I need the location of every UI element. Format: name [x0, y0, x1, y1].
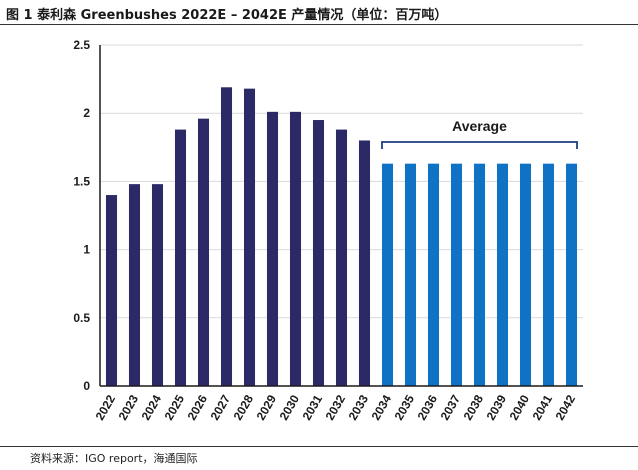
bar-2024 [151, 184, 164, 386]
x-tick-label: 2030 [277, 392, 303, 422]
x-tick-label: 2023 [116, 392, 142, 422]
y-tick-label: 1 [83, 243, 90, 257]
x-tick-label: 2035 [392, 392, 418, 422]
bar-2035 [404, 163, 417, 386]
title-rule [0, 24, 638, 25]
bar-2033 [358, 140, 371, 386]
x-tick-label: 2039 [484, 392, 510, 422]
x-tick-label: 2029 [254, 392, 280, 422]
bar-2042 [565, 163, 578, 386]
x-tick-label: 2040 [507, 392, 533, 422]
bar-2028 [243, 88, 256, 387]
x-tick-label: 2034 [369, 392, 395, 422]
x-tick-label: 2022 [93, 392, 119, 422]
x-tick-label: 2038 [461, 392, 487, 422]
x-tick-label: 2025 [162, 392, 188, 422]
average-annotation: Average [381, 118, 578, 149]
axis-lines [99, 45, 583, 387]
x-tick-label: 2036 [415, 392, 441, 422]
average-bracket [381, 141, 578, 149]
bar-2029 [266, 111, 279, 386]
bar-2041 [542, 163, 555, 386]
average-label: Average [452, 118, 507, 134]
figure-title: 图 1 泰利森 Greenbushes 2022E – 2042E 产量情况（单… [6, 8, 448, 23]
bar-2032 [335, 129, 348, 386]
bar-2034 [381, 163, 394, 386]
bar-2030 [289, 111, 302, 386]
x-axis-ticks: 2022202320242025202620272028202920302031… [93, 392, 579, 422]
bar-2038 [473, 163, 486, 386]
x-tick-label: 2033 [346, 392, 372, 422]
bar-2022 [105, 195, 118, 386]
bar-2036 [427, 163, 440, 386]
x-tick-label: 2042 [553, 392, 579, 422]
y-tick-label: 2 [83, 106, 90, 120]
source-note: 资料来源：IGO report，海通国际 [30, 452, 198, 465]
x-tick-label: 2026 [185, 392, 211, 422]
y-tick-label: 0 [83, 379, 90, 393]
x-tick-label: 2027 [208, 392, 234, 422]
bar-2025 [174, 129, 187, 386]
x-tick-label: 2028 [231, 392, 257, 422]
y-tick-label: 2.5 [73, 38, 90, 52]
bar-2039 [496, 163, 509, 386]
bar-2037 [450, 163, 463, 386]
bar-2031 [312, 120, 325, 387]
x-tick-label: 2024 [139, 392, 165, 422]
x-tick-label: 2037 [438, 392, 464, 422]
bars [105, 87, 578, 387]
y-tick-label: 0.5 [73, 311, 90, 325]
x-tick-label: 2041 [530, 392, 556, 422]
bar-2023 [128, 184, 141, 386]
x-tick-label: 2031 [300, 392, 326, 422]
source-rule [0, 446, 638, 447]
y-tick-label: 1.5 [73, 174, 90, 188]
bar-2026 [197, 118, 210, 386]
y-axis-ticks: 0 0.5 1 1.5 2 2.5 [73, 38, 90, 393]
bar-2040 [519, 163, 532, 386]
x-tick-label: 2032 [323, 392, 349, 422]
bar-2027 [220, 87, 233, 386]
